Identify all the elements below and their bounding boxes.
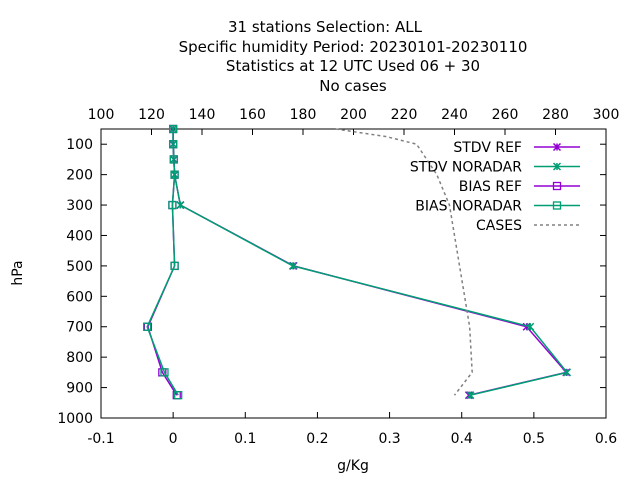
x-axis: -0.1 0 0.1 0.2 0.3 0.4 0.5 0.6 — [87, 412, 617, 447]
marker-square — [168, 200, 177, 210]
title-line-4: No cases — [319, 77, 387, 95]
marker-square — [169, 155, 179, 164]
data-point — [176, 201, 185, 210]
data-point — [169, 155, 179, 164]
y-tick-label: 500 — [66, 259, 93, 275]
data-point — [466, 391, 475, 400]
legend-item: CASES — [476, 218, 580, 234]
x-tick-label: 0.4 — [451, 431, 473, 447]
legend-item: STDV REF — [453, 140, 580, 156]
x2-axis: 100 120 140 160 180 200 220 240 260 280 300 — [88, 107, 620, 135]
x2-tick-label: 300 — [593, 107, 620, 123]
legend-marker — [552, 162, 562, 171]
x-tick-label: 0.3 — [378, 431, 400, 447]
y-axis: 100 200 300 400 500 600 700 800 900 1000 — [57, 137, 606, 427]
marker-x — [552, 142, 562, 152]
legend-item: STDV NORADAR — [410, 160, 580, 176]
x2-tick-label: 220 — [391, 107, 418, 123]
data-point — [168, 124, 178, 134]
data-point — [170, 261, 179, 271]
x2-tick-label: 160 — [239, 107, 266, 123]
marker-x — [466, 391, 475, 400]
y-tick-label: 400 — [66, 228, 93, 244]
legend-label: STDV REF — [453, 140, 522, 156]
y-tick-label: 600 — [66, 289, 93, 305]
legend-label: STDV NORADAR — [410, 160, 522, 176]
legend-item: BIAS REF — [459, 179, 580, 195]
data-point — [526, 322, 535, 331]
data-point — [288, 261, 297, 270]
series-bias-noradar — [143, 124, 183, 400]
y-tick-label: 1000 — [57, 411, 93, 427]
legend-item: BIAS NORADAR — [415, 199, 580, 215]
marker-square — [552, 201, 562, 210]
legend-marker — [552, 201, 562, 210]
chart-title: 31 stations Selection: ALL Specific humi… — [179, 18, 528, 95]
x2-tick-label: 120 — [138, 107, 165, 123]
x-tick-label: 0.1 — [234, 431, 256, 447]
data-point — [143, 322, 152, 331]
legend-label: BIAS NORADAR — [415, 199, 522, 215]
data-point — [170, 170, 179, 179]
y-axis-label: hPa — [10, 260, 26, 285]
legend: STDV REF STDV NORADAR BIAS REF BIAS NORADAR… — [410, 140, 580, 234]
y-tick-label: 800 — [66, 350, 93, 366]
marker-square — [552, 181, 562, 191]
series-layer — [143, 124, 572, 400]
y-tick-label: 100 — [66, 137, 93, 153]
y-tick-label: 700 — [66, 320, 93, 336]
y-tick-label: 300 — [66, 198, 93, 214]
data-point — [168, 140, 178, 149]
x-tick-label: 0.5 — [523, 431, 545, 447]
marker-square — [143, 322, 152, 331]
legend-marker — [552, 181, 562, 191]
x2-tick-label: 100 — [88, 107, 115, 123]
series-cases — [335, 128, 473, 396]
x2-tick-label: 180 — [290, 107, 317, 123]
marker-square — [160, 368, 169, 377]
y-tick-label: 200 — [66, 168, 93, 184]
marker-square — [168, 140, 178, 149]
x2-tick-label: 240 — [441, 107, 468, 123]
x-tick-label: 0.2 — [306, 431, 328, 447]
data-point — [160, 368, 169, 377]
marker-x — [526, 322, 535, 331]
x-axis-label: g/Kg — [337, 458, 369, 474]
legend-label: CASES — [476, 218, 522, 234]
marker-x — [563, 368, 572, 377]
data-point — [174, 391, 183, 400]
legend-label: BIAS REF — [459, 179, 522, 195]
x2-tick-label: 200 — [340, 107, 367, 123]
marker-square — [174, 391, 183, 400]
series-line — [146, 129, 179, 396]
data-point — [168, 200, 177, 210]
marker-x — [176, 201, 185, 210]
x-tick-label: 0 — [169, 431, 178, 447]
x-tick-label: -0.1 — [87, 431, 114, 447]
legend-marker — [552, 142, 562, 152]
x2-tick-label: 280 — [542, 107, 569, 123]
marker-square — [168, 124, 178, 134]
marker-square — [170, 261, 179, 271]
marker-x — [552, 162, 562, 171]
marker-x — [288, 261, 297, 270]
data-point — [563, 368, 572, 377]
title-line-2: Specific humidity Period: 20230101-20230… — [179, 38, 528, 56]
marker-square — [170, 170, 179, 179]
y-tick-label: 900 — [66, 381, 93, 397]
title-line-3: Statistics at 12 UTC Used 06 + 30 — [226, 57, 480, 75]
x-tick-label: 0.6 — [595, 431, 617, 447]
title-line-1: 31 stations Selection: ALL — [228, 18, 423, 36]
series-line — [335, 128, 473, 396]
x2-tick-label: 260 — [492, 107, 519, 123]
x2-tick-label: 140 — [189, 107, 216, 123]
